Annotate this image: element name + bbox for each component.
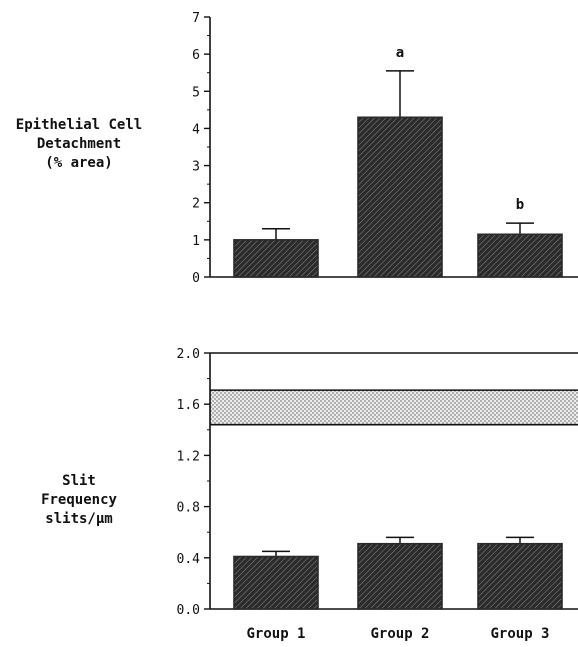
top-y-tick-label: 1: [192, 234, 200, 249]
bottom-bar: [357, 542, 443, 610]
bottom-y-tick-label: 0.4: [177, 552, 201, 567]
top-y-tick-label: 0: [192, 271, 200, 286]
bottom-y-axis-label-line1: Slit: [62, 473, 96, 489]
top-y-axis-label-line3: (% area): [45, 155, 113, 171]
bottom-y-tick-label: 1.6: [177, 398, 200, 413]
top-bar: [477, 233, 563, 278]
top-bar: [233, 239, 319, 278]
x-category-label: Group 1: [246, 626, 305, 642]
top-y-axis-label-line1: Epithelial Cell: [15, 117, 143, 133]
top-y-tick-label: 5: [192, 85, 200, 100]
top-y-axis-label: Epithelial Cell Detachment (% area): [4, 116, 154, 173]
bottom-reference-band: [210, 390, 578, 425]
top-y-tick-label: 2: [192, 197, 200, 212]
top-y-tick-label: 6: [192, 48, 200, 63]
x-category-label: Group 3: [490, 626, 549, 642]
bottom-bar: [233, 555, 319, 610]
bottom-y-tick-label: 2.0: [177, 347, 200, 362]
top-y-axis-label-line2: Detachment: [36, 136, 122, 152]
slit-frequency-chart: 0.0 0.4 0.8 1.2 1.6 2.0: [177, 347, 578, 618]
x-category-label: Group 2: [370, 626, 429, 642]
bottom-bar: [477, 542, 563, 610]
top-y-tick-label: 7: [192, 11, 200, 26]
bottom-y-tick-label: 0.0: [177, 603, 200, 618]
bottom-y-axis-label-line2: Frequency: [41, 492, 117, 508]
bottom-y-tick-label: 0.8: [177, 501, 200, 516]
top-y-tick-label: 4: [192, 122, 200, 137]
top-bar: [357, 116, 443, 278]
x-axis-categories: Group 1 Group 2 Group 3: [246, 626, 549, 642]
bottom-y-axis-label: Slit Frequency slits/µm: [4, 472, 154, 529]
top-y-tick-label: 3: [192, 160, 200, 175]
top-significance-label: a: [396, 45, 404, 61]
bottom-y-tick-label: 1.2: [177, 449, 200, 464]
top-significance-label: b: [516, 197, 524, 213]
bottom-y-axis-label-line3: slits/µm: [45, 511, 113, 527]
epithelial-detachment-chart: 0 1 2 3 4 5 6 7 a b: [192, 11, 578, 286]
